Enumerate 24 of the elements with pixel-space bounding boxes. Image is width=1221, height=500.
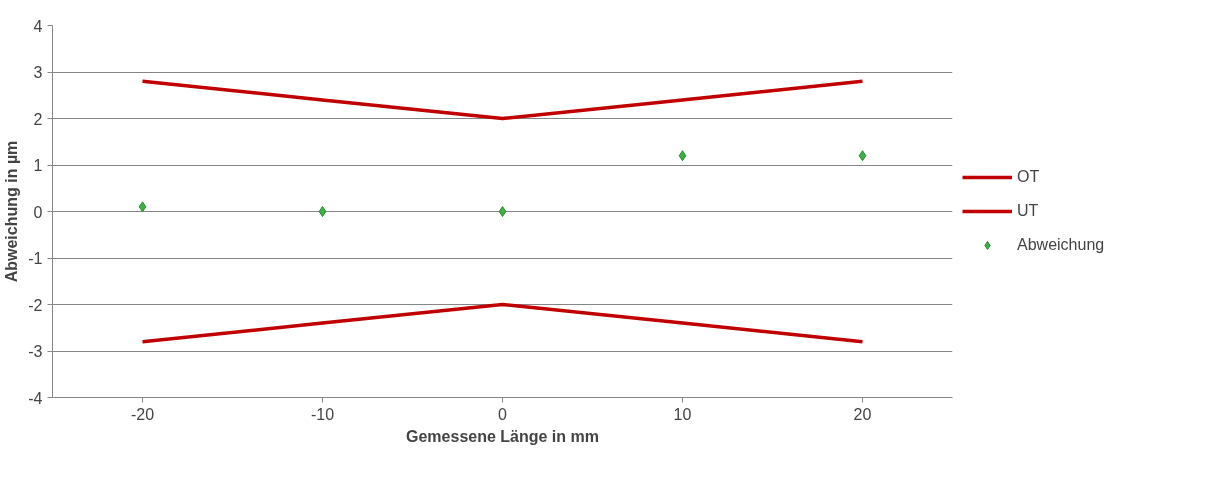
x-tick-label: 0 <box>498 405 508 423</box>
y-tick-label: 2 <box>33 110 43 128</box>
legend-label: UT <box>1017 202 1039 220</box>
point <box>498 206 507 217</box>
x-tick-label: 20 <box>853 405 872 423</box>
point <box>138 201 147 213</box>
y-tick-label: -3 <box>28 343 43 360</box>
y-tick-label: 1 <box>33 157 43 174</box>
legend-label: Abweichung <box>1017 236 1105 254</box>
x-tick-label: -20 <box>130 405 155 423</box>
x-tick-label: 10 <box>673 405 692 423</box>
point <box>858 150 867 162</box>
y-tick-label: 0 <box>33 203 43 221</box>
x-axis-title: Gemessene Länge in mm <box>406 427 599 445</box>
y-tick-label: -4 <box>28 389 43 407</box>
y-tick-label: 3 <box>33 64 43 81</box>
point <box>678 150 687 162</box>
y-tick-label: 4 <box>33 17 43 35</box>
y-tick-label: -1 <box>28 250 43 267</box>
point <box>318 206 327 217</box>
x-tick-label: -10 <box>310 405 335 423</box>
legend-label: OT <box>1017 168 1040 186</box>
y-tick-label: -2 <box>28 296 43 314</box>
y-axis-title: Abweichung in µm <box>3 140 21 283</box>
